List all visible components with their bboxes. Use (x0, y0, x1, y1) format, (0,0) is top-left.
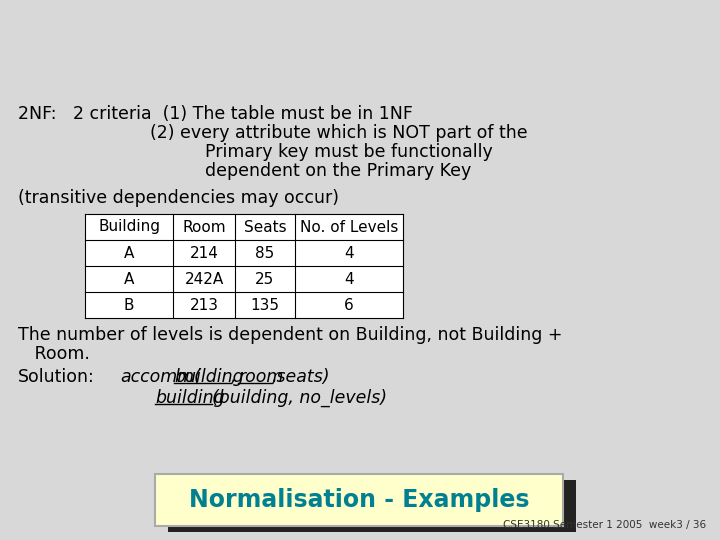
Bar (155, 474, 563, 526)
Text: Room: Room (182, 219, 226, 234)
Text: building: building (174, 368, 243, 386)
Text: Solution:: Solution: (18, 368, 95, 386)
Text: Normalisation - Examples: Normalisation - Examples (189, 488, 529, 512)
Text: 214: 214 (189, 246, 218, 260)
Text: 4: 4 (344, 272, 354, 287)
Text: 4: 4 (344, 246, 354, 260)
Text: Building: Building (98, 219, 160, 234)
Text: Room.: Room. (18, 345, 90, 363)
Text: 213: 213 (189, 298, 218, 313)
Text: 6: 6 (344, 298, 354, 313)
Text: building: building (155, 389, 225, 407)
Text: The number of levels is dependent on Building, not Building +: The number of levels is dependent on Bui… (18, 326, 562, 344)
Text: (transitive dependencies may occur): (transitive dependencies may occur) (18, 189, 339, 207)
Text: (2) every attribute which is NOT part of the: (2) every attribute which is NOT part of… (18, 124, 528, 142)
Text: No. of Levels: No. of Levels (300, 219, 398, 234)
Text: A: A (124, 246, 134, 260)
Bar (85, 214, 403, 318)
Text: 25: 25 (256, 272, 274, 287)
Text: Primary key must be functionally: Primary key must be functionally (18, 143, 492, 161)
Text: room: room (238, 368, 283, 386)
Text: (building, no_levels): (building, no_levels) (212, 389, 387, 407)
Text: 135: 135 (251, 298, 279, 313)
Text: accomm(: accomm( (120, 368, 201, 386)
Bar (168, 480, 576, 532)
Text: A: A (124, 272, 134, 287)
Text: ,: , (231, 368, 236, 386)
Text: 242A: 242A (184, 272, 224, 287)
Text: 2NF:   2 criteria  (1) The table must be in 1NF: 2NF: 2 criteria (1) The table must be in… (18, 105, 413, 123)
Text: ,seats): ,seats) (272, 368, 330, 386)
Text: CSE3180 Semester 1 2005  week3 / 36: CSE3180 Semester 1 2005 week3 / 36 (503, 520, 706, 530)
Text: dependent on the Primary Key: dependent on the Primary Key (18, 162, 472, 180)
Text: B: B (124, 298, 134, 313)
Text: Seats: Seats (243, 219, 287, 234)
Text: 85: 85 (256, 246, 274, 260)
